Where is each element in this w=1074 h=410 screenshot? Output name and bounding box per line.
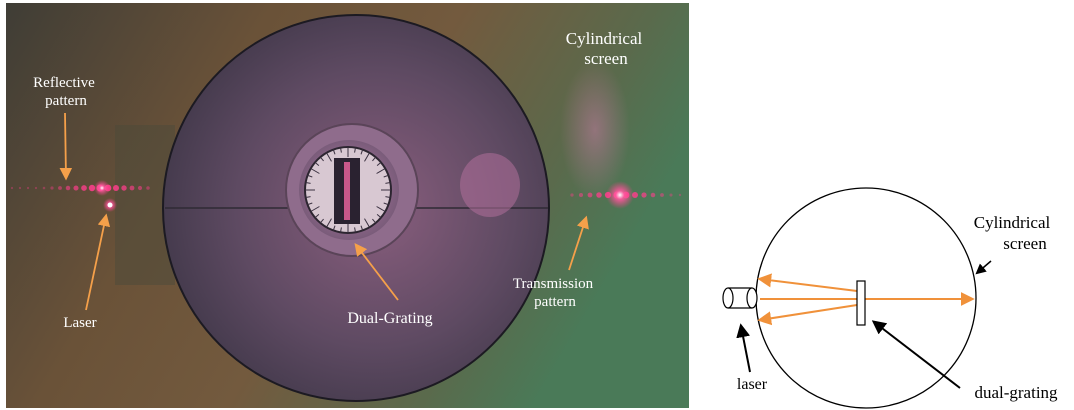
diffraction-dot [678,193,682,197]
dial-tick [360,225,364,231]
photo-panel: Reflective pattern Cylindrical screen La… [6,3,689,408]
transmission-central-spot [606,181,634,209]
diffraction-dot [570,193,574,197]
diffraction-dot [129,185,135,191]
diffraction-dot [88,184,96,192]
schematic-laser-label: laser [737,376,768,393]
schematic-cylindrical-arrow [975,260,992,275]
diffraction-dot [596,192,602,198]
dial-tick [305,182,311,184]
schematic-dual-grating-label: dual-grating [974,383,1058,402]
reflective-pattern-label-line1: Reflective [33,75,95,91]
dial-tick [307,202,313,206]
laser-label: Laser [63,315,96,331]
schematic-dual-grating-arrow [871,320,961,389]
grating-slit [344,162,350,220]
diffraction-dot [137,185,143,191]
diffraction-dot [121,185,127,191]
schematic-cylindrical-label-line1: Cylindrical [974,213,1051,232]
schematic-cylindrical-label-line2: screen [1003,234,1047,253]
dial-tick [372,156,377,162]
dial-tick [376,214,382,219]
diffraction-dot [578,192,584,198]
dial-tick [326,152,332,162]
dual-grating-arrow [354,242,399,301]
schematic-laser-arrow [736,323,751,373]
dual-grating-element [856,280,866,326]
dial-tick [319,156,324,162]
diffraction-dot [660,193,664,197]
dial-tick [314,214,320,219]
dial-tick [314,161,320,166]
reflective-pattern-dots [10,180,150,196]
diffraction-dot [18,186,22,190]
diffraction-dot [50,186,54,190]
diffraction-dot [669,193,673,197]
diffraction-dot [26,186,30,190]
dial-tick [305,196,311,198]
diffraction-dot [65,185,71,191]
dial-tick [385,196,391,198]
dial-tick [364,152,370,162]
dial-tick [326,218,332,228]
reflective-pattern-arrow [59,112,73,181]
diffraction-dot [587,192,593,198]
diffraction-dot [81,185,87,191]
diffraction-dot [58,186,62,190]
laser-body [728,287,752,309]
diffraction-dot [42,186,46,190]
transmission-pattern-arrow [568,215,589,271]
dial-tick [385,182,391,184]
diffraction-dot [650,192,656,198]
diffraction-dot [641,192,647,198]
dial-tick [372,218,377,224]
dial-tick [383,202,389,206]
reflective-pattern-label-line2: pattern [45,93,87,109]
laser-back [722,287,734,309]
reflected-beam-upper [757,273,858,292]
diffraction-dot [34,186,38,190]
dial-tick [360,149,364,155]
dial-tick [354,147,356,153]
dial-tick [332,149,336,155]
dial-tick [383,174,389,178]
drum-glow [460,153,520,217]
dial-tick [307,174,313,178]
dial-tick [376,206,386,212]
dial-ticks [305,147,391,233]
reflected-beam-lower [757,304,858,326]
diffraction-dot [10,186,14,190]
reflective-central-spot [94,180,110,196]
laser-aperture [746,287,758,309]
laser-spot [107,202,113,208]
dial-tick [340,147,342,153]
transmission-pattern-label-line1: Transmission [513,276,594,292]
diffraction-dot [73,185,79,191]
cylindrical-screen-label-line1: Cylindrical [566,29,643,48]
dial-tick [354,227,356,233]
dial-tick [376,168,386,174]
right-haze [560,60,630,200]
dial-tick [332,225,336,231]
diffraction-dot [146,186,150,190]
dial-tick [310,206,320,212]
dial-tick [319,218,324,224]
dial-tick [364,218,370,228]
laser-arrow [85,213,111,311]
dial-tick [310,168,320,174]
schematic-panel: Cylindrical screen laser dual-grating [722,187,1058,409]
dual-grating-label: Dual-Grating [347,310,432,327]
cylindrical-screen-label-line2: screen [584,49,628,68]
transmission-pattern-dots [570,181,682,209]
dial-tick [340,227,342,233]
diffraction-dot [112,184,120,192]
transmission-pattern-label-line2: pattern [534,294,576,310]
dial-tick [376,161,382,166]
